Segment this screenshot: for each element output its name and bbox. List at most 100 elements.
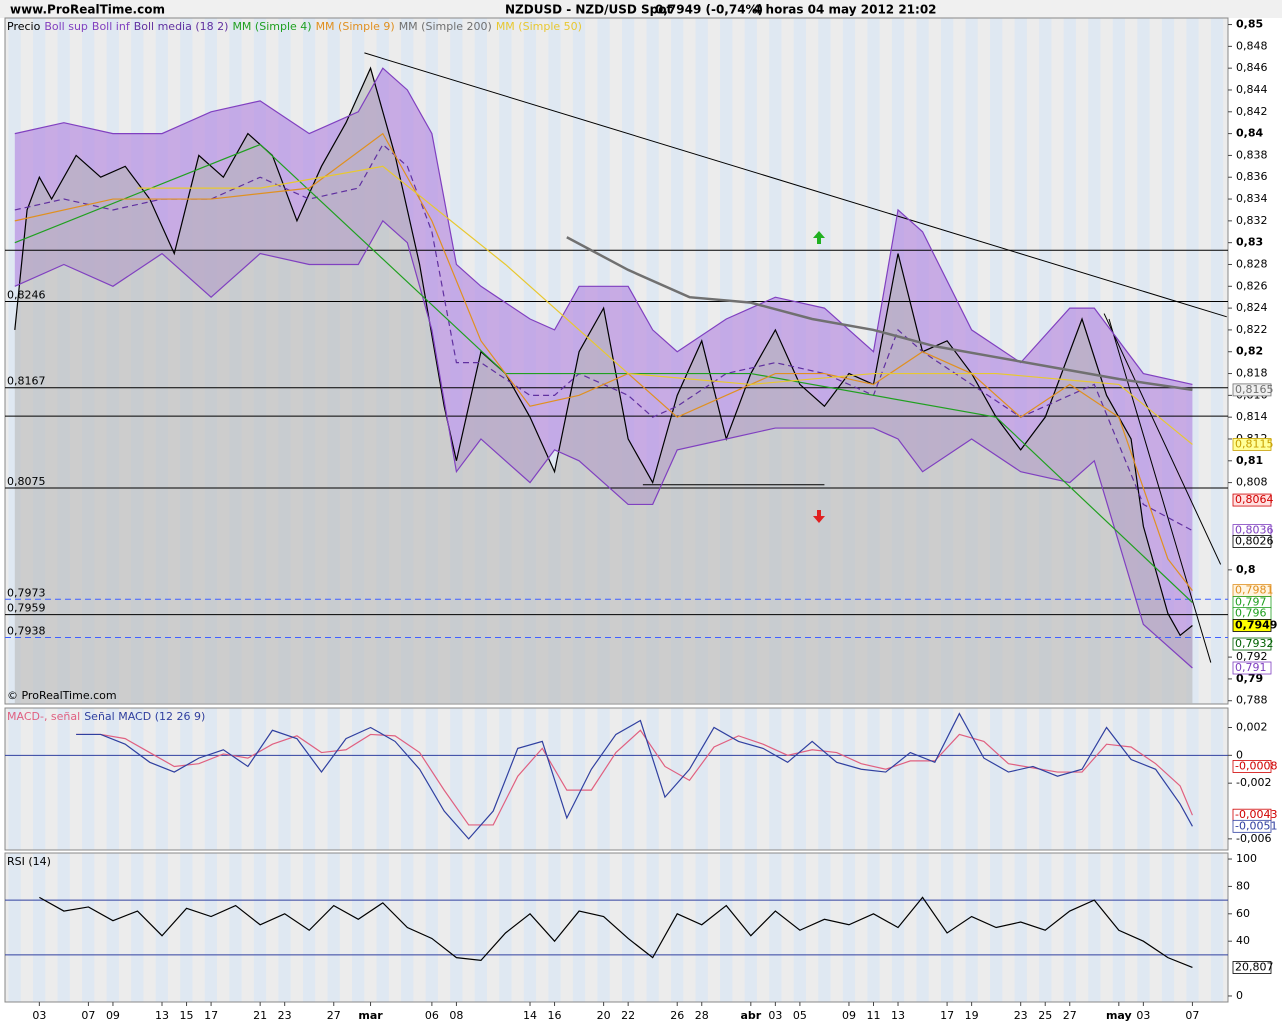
x-tick-label: 15	[180, 1009, 194, 1022]
x-tick-label: 03	[1136, 1009, 1150, 1022]
y-tick-label: 0,85	[1236, 18, 1263, 31]
x-tick-label: may	[1106, 1009, 1132, 1022]
x-tick-label: 07	[81, 1009, 95, 1022]
series-line	[39, 896, 1193, 969]
source: © ProRealTime.com	[7, 689, 117, 702]
price-tag-label: -0,0051	[1235, 819, 1277, 832]
y-tick-label: 0,808	[1236, 476, 1268, 489]
price-tag	[1232, 535, 1272, 548]
y-tick-label: 0,792	[1236, 650, 1268, 663]
x-tick-label: 19	[965, 1009, 979, 1022]
price-area	[14, 68, 1193, 704]
legend-entry: Boll inf	[92, 20, 131, 33]
legend: Precio Boll sup Boll inf Boll media (18 2) M…	[7, 20, 582, 33]
series-line	[76, 712, 1193, 840]
y-tick-label: 80	[1236, 879, 1250, 892]
legend: RSI (14)	[7, 855, 51, 868]
series-line	[76, 729, 1193, 826]
series-line	[14, 67, 1193, 386]
x-tick-label: 09	[106, 1009, 120, 1022]
price-tag-label: -0,0043	[1235, 808, 1277, 821]
y-tick-label: 0,842	[1236, 105, 1268, 118]
y-tick-label: 0	[1236, 989, 1243, 1002]
price-tag-label: 0,8036	[1235, 524, 1274, 537]
price-tag	[1232, 619, 1272, 632]
down-arrow	[813, 510, 825, 523]
legend-entry: MM (Simple 9)	[316, 20, 395, 33]
legend-entry: MACD-, señal	[7, 710, 80, 723]
x-tick-label: 17	[204, 1009, 218, 1022]
price-tag-label: 0,8165	[1235, 383, 1274, 396]
series-line	[14, 219, 1193, 669]
y-tick-label: 0,002	[1236, 720, 1268, 733]
y-tick-label: 0,824	[1236, 301, 1268, 314]
price-tag-label: 0,791	[1235, 661, 1267, 674]
price-tag-label: 20,807	[1235, 960, 1274, 973]
price-tag	[1232, 637, 1272, 651]
site: www.ProRealTime.com	[10, 3, 165, 17]
level-label: 0,8075	[7, 475, 46, 488]
x-tick-label: 27	[327, 1009, 341, 1022]
price-tag-label: 0,797	[1235, 596, 1267, 609]
legend-entry: Boll media (18 2)	[134, 20, 229, 33]
y-tick-label: 0,828	[1236, 257, 1268, 270]
legend-entry: RSI (14)	[7, 855, 51, 868]
price-tag-label: 0,796	[1235, 606, 1267, 619]
y-tick-label: 0,84	[1236, 127, 1263, 140]
price-tag-label: 0,7932	[1235, 637, 1274, 650]
legend-entry: MM (Simple 200)	[399, 20, 492, 33]
y-tick-label: 0,838	[1236, 148, 1268, 161]
legend-entry: MM (Simple 4)	[232, 20, 311, 33]
y-tick-label: 0,818	[1236, 367, 1268, 380]
price-tag-label: 0,8115	[1235, 437, 1274, 450]
trendline	[1103, 313, 1222, 565]
legend: MACD-, señal Señal MACD (12 26 9)	[7, 710, 205, 723]
y-tick-label: 60	[1236, 907, 1250, 920]
price-tag	[1232, 961, 1272, 974]
y-tick-label: 0,8	[1236, 563, 1256, 576]
legend-entry: Señal MACD (12 26 9)	[84, 710, 205, 723]
price-tag	[1232, 438, 1272, 451]
price-tag	[1232, 760, 1272, 773]
x-tick-label: 23	[278, 1009, 292, 1022]
x-tick-label: mar	[358, 1009, 383, 1022]
level-label: 0,7973	[7, 586, 46, 599]
level-label: 0,7959	[7, 602, 46, 615]
y-tick-label: 0	[1236, 748, 1243, 761]
trendline	[364, 52, 1227, 318]
y-tick-label: 0,814	[1236, 410, 1268, 423]
level-label: 0,7938	[7, 624, 46, 637]
period: 4 horas 04 may 2012 21:02	[753, 3, 937, 17]
legend-entry: Precio	[7, 20, 41, 33]
x-tick-label: 03	[768, 1009, 782, 1022]
x-tick-label: 13	[155, 1009, 169, 1022]
y-tick-label: -0,002	[1236, 776, 1271, 789]
level-label: 0,8246	[7, 289, 46, 302]
x-tick-label: 22	[621, 1009, 635, 1022]
price-tag	[1232, 493, 1272, 507]
level-label: 0,8167	[7, 375, 46, 388]
x-tick-label: abr	[740, 1009, 761, 1022]
x-tick-label: 07	[1185, 1009, 1199, 1022]
x-tick-label: 23	[1014, 1009, 1028, 1022]
x-tick-label: 20	[597, 1009, 611, 1022]
y-tick-label: 0,79	[1236, 672, 1263, 685]
trendline	[1108, 318, 1212, 663]
x-tick-label: 14	[523, 1009, 537, 1022]
x-tick-label: 26	[670, 1009, 684, 1022]
y-tick-label: 0,81	[1236, 454, 1263, 467]
y-tick-label: 0,82	[1236, 345, 1263, 358]
price-tag	[1232, 819, 1272, 833]
legend-entry: Boll sup	[44, 20, 88, 33]
price-tag	[1232, 661, 1272, 675]
x-tick-label: 11	[866, 1009, 880, 1022]
x-tick-label: 16	[548, 1009, 562, 1022]
y-tick-label: 0,83	[1236, 236, 1263, 249]
y-tick-label: -0,006	[1236, 832, 1271, 845]
y-tick-label: 0,826	[1236, 279, 1268, 292]
y-tick-label: 40	[1236, 934, 1250, 947]
macd-panel	[4, 707, 1229, 851]
price-tag-label: 0,8064	[1235, 493, 1274, 506]
